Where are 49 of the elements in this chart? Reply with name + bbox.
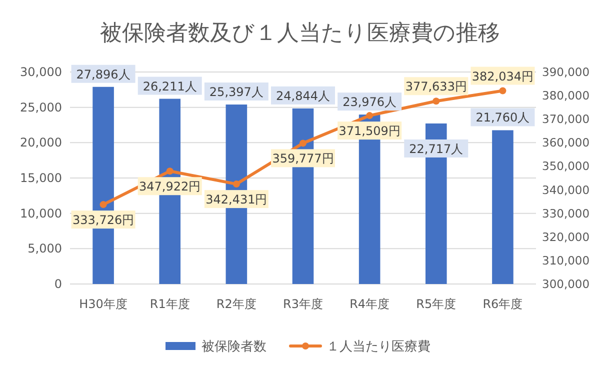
data-label: 342,431円 bbox=[206, 192, 268, 207]
y-tick-label: 25,000 bbox=[20, 100, 62, 114]
y2-tick-label: 350,000 bbox=[542, 159, 590, 174]
y2-tick-label: 330,000 bbox=[542, 206, 590, 220]
y-tick-label: 30,000 bbox=[20, 65, 62, 79]
data-label: 359,777円 bbox=[272, 152, 334, 166]
point bbox=[432, 98, 440, 105]
data-label: 382,034円 bbox=[472, 69, 534, 84]
y2-tick-label: 370,000 bbox=[542, 112, 590, 126]
y2-tick-label: 380,000 bbox=[542, 88, 590, 103]
chart-title: 被保険者数及び１人当たり医療費の推移 bbox=[100, 21, 500, 46]
x-tick-label: R5年度 bbox=[416, 297, 456, 311]
point bbox=[166, 168, 174, 175]
point bbox=[100, 201, 107, 208]
y-tick-label: 20,000 bbox=[20, 136, 62, 150]
data-label: 25,397人 bbox=[209, 85, 264, 100]
x-tick-label: H30年度 bbox=[79, 297, 128, 311]
data-label: 27,896人 bbox=[76, 67, 130, 82]
data-label: 26,211人 bbox=[142, 79, 197, 94]
data-label: 377,633円 bbox=[405, 80, 467, 94]
data-label: 23,976人 bbox=[342, 95, 397, 110]
x-tick-label: R4年度 bbox=[350, 297, 390, 311]
x-tick-label: R1年度 bbox=[150, 297, 190, 311]
y2-tick-label: 390,000 bbox=[542, 65, 590, 79]
bar bbox=[492, 130, 514, 284]
x-tick-label: R2年度 bbox=[216, 297, 256, 311]
x-tick-label: R6年度 bbox=[482, 297, 523, 311]
point bbox=[499, 87, 506, 94]
data-label: 22,717人 bbox=[409, 142, 464, 156]
x-tick-label: R3年度 bbox=[283, 297, 323, 311]
y-tick-label: 15,000 bbox=[20, 171, 62, 185]
data-label: 371,509円 bbox=[338, 124, 400, 138]
y-tick-label: 10,000 bbox=[20, 206, 62, 220]
y-tick-label: 0 bbox=[54, 277, 62, 291]
y2-tick-label: 340,000 bbox=[542, 182, 590, 197]
legend-label: 被保険者数 bbox=[202, 340, 266, 354]
data-label: 21,760人 bbox=[476, 110, 530, 125]
y2-tick-label: 300,000 bbox=[542, 277, 590, 291]
data-label: 347,922円 bbox=[139, 180, 201, 194]
y2-tick-label: 320,000 bbox=[542, 230, 590, 244]
legend-label: １人当たり医療費 bbox=[326, 340, 430, 354]
data-label: 333,726円 bbox=[72, 213, 134, 228]
y-tick-label: 5,000 bbox=[28, 242, 62, 256]
y2-tick-label: 360,000 bbox=[542, 136, 590, 150]
point bbox=[366, 112, 374, 120]
y2-tick-label: 310,000 bbox=[542, 253, 590, 268]
point bbox=[232, 180, 240, 188]
point bbox=[300, 140, 306, 147]
data-label: 24,844人 bbox=[276, 88, 330, 103]
